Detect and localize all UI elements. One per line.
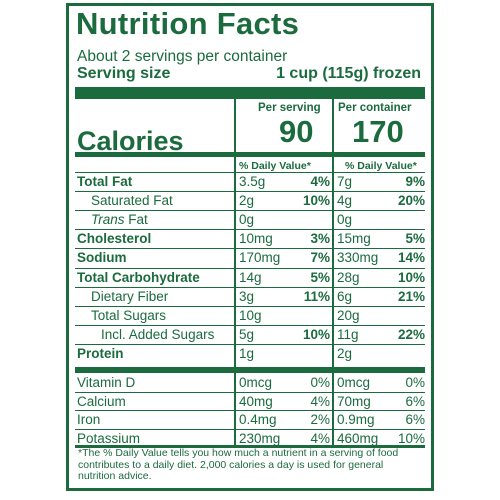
calories-per-serving: 90	[279, 114, 314, 149]
vitamin-name: Vitamin D	[77, 375, 136, 390]
serving-amount: 14g	[239, 269, 262, 285]
vitamin-serving-dv: 4%	[310, 393, 330, 409]
vitamin-serving-dv: 0%	[310, 375, 330, 390]
vitamin-serving-amount: 0mcg	[239, 375, 273, 390]
vitamin-container-amount: 0mcg	[337, 375, 371, 390]
column-divider-serving	[234, 99, 236, 367]
container-amount: 15mg	[337, 231, 371, 247]
serving-daily-value: 10%	[302, 193, 330, 209]
nutrient-name: Sodium	[77, 250, 127, 266]
serving-daily-value: 11%	[303, 288, 330, 304]
vitamin-row-divider	[75, 410, 425, 411]
container-amount: 6g	[337, 288, 353, 304]
vitamin-serving-amount: 230mg	[239, 430, 281, 446]
row-divider	[75, 172, 425, 173]
nutrient-name: Total Carbohydrate	[77, 269, 200, 285]
serving-amount: 1g	[239, 345, 255, 361]
label-title: Nutrition Facts	[76, 6, 300, 41]
vitamin-container-amount: 0.9mg	[337, 412, 375, 427]
container-daily-value: 9%	[405, 174, 425, 189]
column-divider-serving-vitamins	[234, 372, 236, 446]
nutrient-name: Total Sugars	[91, 307, 167, 323]
row-divider	[75, 210, 425, 212]
vitamin-container-amount: 70mg	[337, 393, 371, 409]
vitamin-serving-dv: 2%	[310, 412, 330, 427]
vitamin-container-dv: 0%	[405, 375, 425, 390]
calories-per-container: 170	[352, 114, 404, 149]
serving-amount: 3.5g	[239, 174, 266, 189]
container-amount: 330mg	[337, 250, 379, 266]
container-amount: 11g	[337, 326, 359, 342]
row-divider	[75, 229, 425, 231]
row-divider	[75, 343, 425, 345]
vitamin-name: Calcium	[77, 393, 126, 409]
divider-footnote	[75, 445, 425, 448]
row-divider	[75, 248, 425, 250]
thick-divider-vitamins	[75, 367, 425, 373]
container-daily-value: 21%	[397, 288, 425, 304]
serving-amount: 0g	[239, 212, 255, 228]
vitamin-container-dv: 10%	[397, 430, 425, 446]
container-amount: 2g	[337, 345, 353, 361]
row-divider	[75, 191, 425, 193]
nutrition-facts-label: Nutrition Facts About 2 servings per con…	[66, 3, 434, 491]
serving-daily-value: 5%	[310, 269, 330, 285]
vitamin-serving-amount: 40mg	[239, 393, 273, 409]
vitamin-container-amount: 460mg	[337, 430, 379, 446]
container-amount: 4g	[337, 193, 353, 209]
serving-daily-value: 7%	[310, 250, 330, 266]
nutrient-name: Saturated Fat	[91, 193, 173, 209]
per-container-header: Per container	[338, 102, 412, 114]
container-daily-value: 10%	[397, 269, 425, 285]
row-divider	[75, 324, 425, 326]
row-divider	[75, 286, 425, 288]
calories-label: Calories	[77, 126, 184, 156]
nutrient-name: Trans Fat	[91, 212, 148, 228]
dv-header-container: % Daily Value*	[345, 160, 417, 172]
nutrient-name: Protein	[77, 345, 124, 361]
row-divider	[75, 267, 425, 269]
nutrient-name: Total Fat	[77, 174, 133, 189]
serving-amount: 3g	[239, 288, 255, 304]
nutrient-name: Dietary Fiber	[91, 288, 169, 304]
container-amount: 28g	[337, 269, 360, 285]
container-daily-value: 5%	[405, 231, 425, 247]
medium-divider-calories	[75, 152, 425, 157]
vitamin-name: Iron	[77, 412, 101, 427]
nutrient-name: Incl. Added Sugars	[101, 326, 215, 342]
vitamin-serving-dv: 4%	[310, 430, 330, 446]
nutrient-name: Cholesterol	[77, 231, 152, 247]
container-daily-value: 14%	[397, 250, 425, 266]
footnote: *The % Daily Value tells you how much a …	[78, 447, 399, 482]
servings-per-container: About 2 servings per container	[77, 48, 288, 65]
container-daily-value: 22%	[397, 326, 425, 342]
container-amount: 0g	[337, 212, 353, 228]
vitamin-row-divider	[75, 428, 425, 430]
row-divider	[75, 305, 425, 307]
column-divider-container	[332, 99, 334, 367]
vitamin-container-dv: 6%	[405, 393, 425, 409]
serving-amount: 170mg	[239, 250, 281, 266]
serving-daily-value: 3%	[310, 231, 330, 247]
column-divider-container-vitamins	[332, 372, 334, 446]
thick-divider-top	[75, 87, 425, 99]
vitamin-container-dv: 6%	[405, 412, 425, 427]
serving-daily-value: 10%	[302, 326, 330, 342]
vitamin-name: Potassium	[77, 430, 141, 446]
serving-size-label: Serving size	[77, 65, 171, 82]
container-amount: 7g	[337, 174, 353, 189]
serving-amount: 2g	[239, 193, 255, 209]
dv-header-serving: % Daily Value*	[239, 160, 311, 172]
per-serving-header: Per serving	[258, 102, 321, 114]
serving-amount: 10g	[239, 307, 262, 323]
vitamin-serving-amount: 0.4mg	[239, 412, 277, 427]
serving-amount: 10mg	[239, 231, 273, 247]
container-daily-value: 20%	[397, 193, 425, 209]
serving-amount: 5g	[239, 326, 255, 342]
container-amount: 20g	[337, 307, 360, 323]
serving-size-value: 1 cup (115g) frozen	[276, 65, 421, 82]
vitamin-row-divider	[75, 391, 425, 393]
serving-daily-value: 4%	[310, 174, 330, 189]
